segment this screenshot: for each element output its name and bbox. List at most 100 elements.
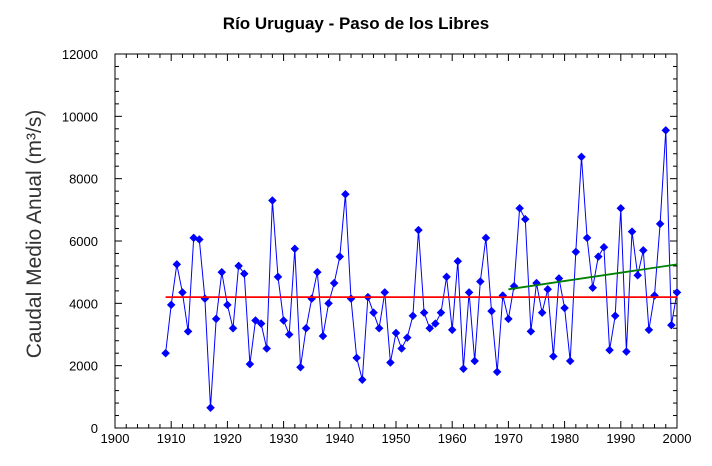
data-point [161,348,170,358]
data-point [256,319,266,328]
data-point [470,356,480,366]
data-point [672,288,682,297]
data-point [593,252,603,261]
data-point [616,203,626,213]
data-point [312,267,322,277]
data-point [397,344,406,353]
chart-title: Río Uruguay - Paso de los Libres [222,14,490,33]
data-point [211,314,221,324]
data-point [178,288,187,297]
y-tick-label: 4000 [69,296,98,311]
data-point [571,247,581,257]
data-point [268,196,277,205]
data-point [352,353,362,363]
data-point [194,235,204,244]
data-point [655,219,665,229]
data-point [644,325,654,335]
data-point [520,214,530,224]
data-point [335,252,345,261]
data-point [217,267,227,277]
data-point [414,225,423,235]
data-point [318,331,328,341]
data-point [610,311,620,321]
data-point [386,358,395,367]
data-point [301,323,311,333]
data-point [667,320,676,330]
data-point [650,291,659,300]
data-point [296,362,305,372]
data-point [565,356,575,366]
series-line-2 [508,263,678,291]
data-point [380,288,390,297]
x-tick-label: 1920 [213,431,242,446]
data-point [599,242,609,252]
data-point [633,270,643,280]
data-point [419,308,429,318]
data-point [627,227,637,237]
data-point [172,260,182,269]
x-tick-label: 1930 [269,431,298,446]
data-point [391,328,401,338]
y-tick-label: 8000 [69,172,98,187]
x-tick-label: 2000 [663,431,692,446]
y-tick-label: 2000 [69,359,98,374]
x-tick-label: 1950 [382,431,411,446]
data-point [273,272,283,282]
series-layer [161,126,682,413]
data-point [183,327,193,336]
data-point [234,261,243,271]
data-point [251,316,260,325]
data-point [638,245,648,255]
data-point [357,375,367,385]
data-point [487,306,496,316]
y-tick-label: 12000 [62,47,98,62]
data-point [537,308,547,318]
data-point [459,364,468,374]
data-point [290,244,300,254]
data-point [279,316,288,325]
x-tick-label: 1940 [325,431,354,446]
data-point [661,126,671,135]
data-point [492,367,502,377]
data-point [577,152,586,162]
data-point [543,284,553,294]
data-point [307,294,317,304]
data-point [588,283,598,293]
data-point [346,294,356,304]
data-point [498,291,508,300]
data-point [262,344,272,353]
data-point [223,300,232,310]
data-point [504,314,513,324]
data-point [402,333,412,342]
x-tick-label: 1910 [157,431,186,446]
data-point [582,233,592,243]
data-point [447,325,457,335]
data-point [245,359,255,369]
data-point [481,233,491,243]
data-point [341,189,350,199]
y-tick-label: 10000 [62,109,98,124]
x-tick-label: 1960 [438,431,467,446]
data-point [605,345,614,355]
series-line-0 [165,130,678,408]
tick-labels: 1900 1910 1920 1930 1940 1950 1960 1970 1980 1990… [62,47,692,446]
data-point [206,403,215,413]
data-point [526,327,536,336]
data-point [425,323,435,333]
data-point [622,347,631,356]
data-point [549,351,558,361]
y-tick-label: 0 [91,421,98,436]
data-point [430,319,440,328]
data-point [329,278,339,288]
data-point [436,308,446,318]
x-tick-label: 1990 [606,431,635,446]
data-point [324,298,333,308]
data-point [200,294,210,304]
data-point [408,311,418,321]
y-axis-label: Caudal Medio Anual (m³/s) [23,110,46,359]
data-point [374,323,384,333]
x-tick-label: 1980 [550,431,579,446]
y-tick-label: 6000 [69,234,98,249]
x-tick-label: 1970 [494,431,523,446]
